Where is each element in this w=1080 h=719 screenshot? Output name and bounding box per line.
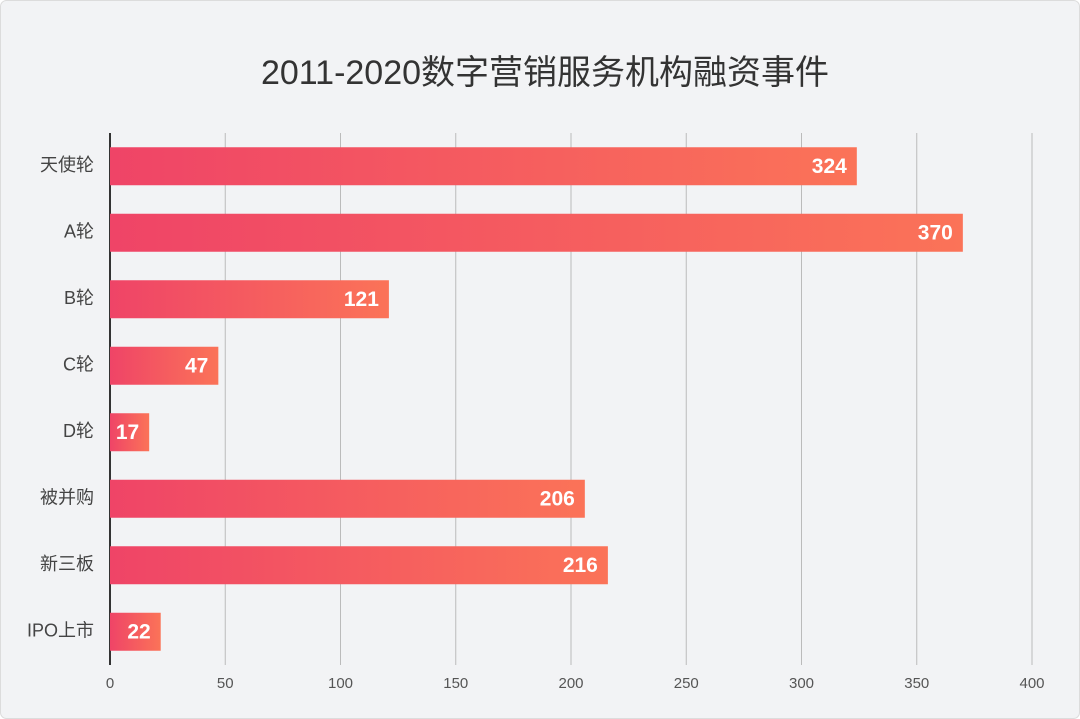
- x-tick-label: 250: [674, 675, 699, 692]
- x-tick-label: 400: [1019, 675, 1044, 692]
- x-tick-label: 150: [443, 675, 468, 692]
- y-tick-label: C轮: [63, 355, 94, 375]
- bar: [110, 147, 857, 186]
- value-label: 206: [540, 487, 575, 510]
- value-label: 216: [563, 554, 598, 577]
- value-label: 324: [812, 155, 847, 178]
- x-tick-label: 0: [106, 675, 114, 692]
- chart-title: 2011-2020数字营销服务机构融资事件: [261, 54, 829, 92]
- y-tick-label: 被并购: [40, 488, 94, 508]
- bar: [110, 213, 963, 252]
- bar: [110, 346, 219, 385]
- y-tick-label: D轮: [63, 421, 94, 441]
- bar: [110, 479, 585, 518]
- bar: [110, 546, 608, 585]
- value-label: 370: [918, 221, 953, 244]
- value-label: 47: [185, 354, 208, 377]
- x-tick-label: 50: [217, 675, 234, 692]
- y-tick-label: 新三板: [40, 554, 94, 574]
- value-label: 121: [344, 288, 379, 311]
- value-label: 17: [116, 421, 139, 444]
- x-tick-label: 100: [328, 675, 353, 692]
- x-tick-label: 300: [789, 675, 814, 692]
- y-tick-label: 天使轮: [40, 155, 94, 175]
- bar: [110, 280, 389, 319]
- bar: [110, 612, 161, 651]
- value-label: 22: [127, 620, 150, 643]
- x-tick-label: 350: [904, 675, 929, 692]
- y-tick-label: B轮: [64, 288, 94, 308]
- y-tick-label: A轮: [64, 222, 94, 242]
- y-tick-label: IPO上市: [27, 621, 94, 641]
- bar: [110, 413, 150, 452]
- x-tick-label: 200: [558, 675, 583, 692]
